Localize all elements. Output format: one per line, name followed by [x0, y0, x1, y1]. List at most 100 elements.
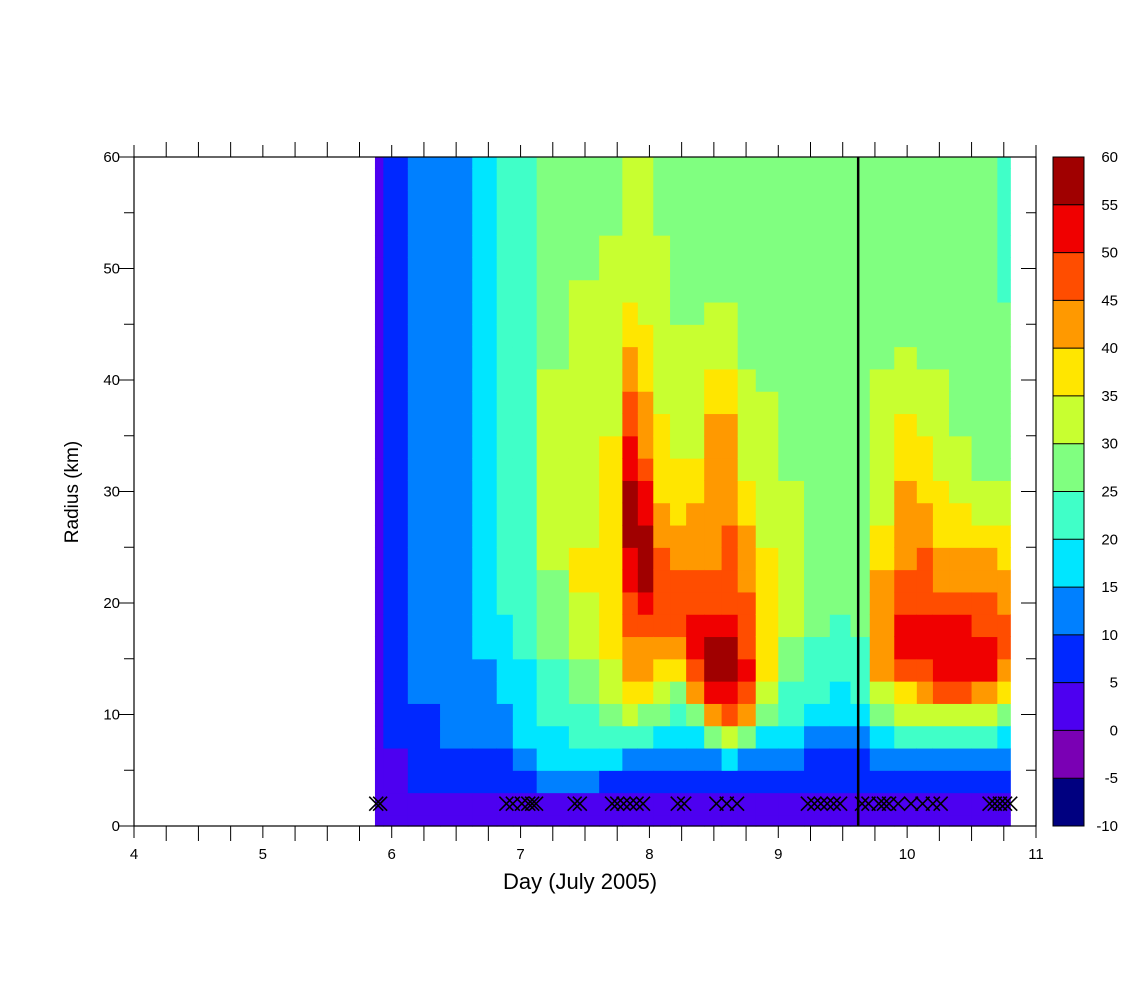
contour-cell — [568, 346, 600, 370]
contour-cell — [850, 235, 871, 258]
colorbar: -10 -5 0 5 10 15 20 25 30 35 40 45 50 55 60 — [1052, 149, 1118, 835]
contour-cell — [599, 279, 623, 303]
x-axis-ticks: 4 5 6 7 8 9 10 11 — [130, 142, 1044, 863]
contour-cell — [670, 636, 687, 660]
contour-cell — [599, 458, 623, 481]
contour-cell — [949, 614, 973, 638]
contour-cell — [670, 301, 687, 325]
contour-cell — [653, 814, 671, 827]
contour-cell — [971, 658, 998, 682]
contour-cell — [622, 480, 639, 504]
contour-cell — [374, 190, 384, 214]
observation-marker — [604, 796, 620, 812]
contour-cell — [512, 435, 538, 459]
contour-cell — [686, 703, 705, 727]
contour-cell — [829, 547, 852, 571]
contour-cell — [670, 814, 687, 827]
contour-cell — [971, 547, 998, 571]
contour-cell — [829, 157, 852, 169]
contour-cell — [804, 658, 831, 682]
contour-cell — [721, 413, 739, 437]
contour-cell — [670, 212, 687, 236]
contour-cell — [622, 658, 639, 682]
contour-cell — [670, 591, 687, 615]
contour-cell — [472, 435, 498, 459]
contour-cell — [850, 770, 871, 794]
colorbar-swatch — [1053, 252, 1084, 301]
contour-cell — [407, 636, 441, 660]
contour-cell — [440, 257, 473, 281]
contour-cell — [653, 190, 671, 214]
contour-cell — [536, 770, 570, 794]
colorbar-swatch — [1053, 491, 1084, 540]
contour-cell — [704, 703, 723, 727]
contour-cell — [737, 703, 757, 727]
contour-cell — [670, 458, 687, 481]
contour-cell — [383, 636, 409, 660]
contour-cell — [383, 190, 409, 214]
contour-cell — [778, 658, 805, 682]
contour-cell — [653, 279, 671, 303]
contour-cell — [374, 770, 384, 794]
contour-cell — [383, 257, 409, 281]
contour-cell — [512, 792, 538, 816]
contour-cell — [383, 346, 409, 370]
contour-cell — [383, 212, 409, 236]
contour-cell — [670, 681, 687, 704]
contour-cell — [894, 524, 918, 548]
contour-cell — [512, 591, 538, 615]
contour-cell — [997, 235, 1011, 258]
contour-cell — [383, 279, 409, 303]
contour-cell — [637, 770, 654, 794]
observation-marker — [854, 796, 870, 812]
contour-cell — [894, 502, 918, 526]
contour-cell — [622, 435, 639, 459]
contour-cell — [374, 324, 384, 348]
contour-cell — [686, 636, 705, 660]
contour-cell — [407, 547, 441, 571]
contour-cell — [850, 190, 871, 214]
contour-cell — [599, 681, 623, 704]
contour-cell — [737, 458, 757, 481]
contour-cell — [916, 681, 934, 704]
contour-cell — [850, 279, 871, 303]
contour-cell — [971, 458, 998, 481]
contour-cell — [997, 681, 1011, 704]
contour-cell — [932, 190, 950, 214]
contour-cell — [686, 681, 705, 704]
contour-cell — [686, 235, 705, 258]
contour-cell — [653, 324, 671, 348]
contour-cell — [670, 168, 687, 192]
colorbar-swatch — [1053, 730, 1084, 779]
contour-cell — [440, 279, 473, 303]
contour-cell — [440, 591, 473, 615]
contour-cell — [440, 391, 473, 415]
contour-cell — [755, 324, 779, 348]
contour-cell — [512, 212, 538, 236]
contour-cell — [374, 747, 384, 771]
contour-cell — [721, 703, 739, 727]
contour-cell — [472, 157, 498, 169]
contour-cell — [374, 703, 384, 727]
contour-cell — [653, 301, 671, 325]
contour-cell — [971, 703, 998, 727]
contour-cell — [894, 235, 918, 258]
contour-cell — [407, 368, 441, 392]
contour-cell — [932, 301, 950, 325]
contour-cell — [949, 235, 973, 258]
contour-cell — [737, 658, 757, 682]
contour-cell — [916, 346, 934, 370]
contour-cell — [704, 235, 723, 258]
contour-cell — [869, 658, 895, 682]
contour-cell — [804, 413, 831, 437]
observation-marker — [890, 796, 906, 812]
contour-cell — [894, 703, 918, 727]
contour-cell — [472, 703, 498, 727]
contour-cell — [512, 458, 538, 481]
contour-cell — [704, 324, 723, 348]
contour-cell — [894, 547, 918, 571]
contour-cell — [536, 301, 570, 325]
contour-cell — [472, 301, 498, 325]
contour-cell — [536, 190, 570, 214]
contour-cell — [653, 502, 671, 526]
